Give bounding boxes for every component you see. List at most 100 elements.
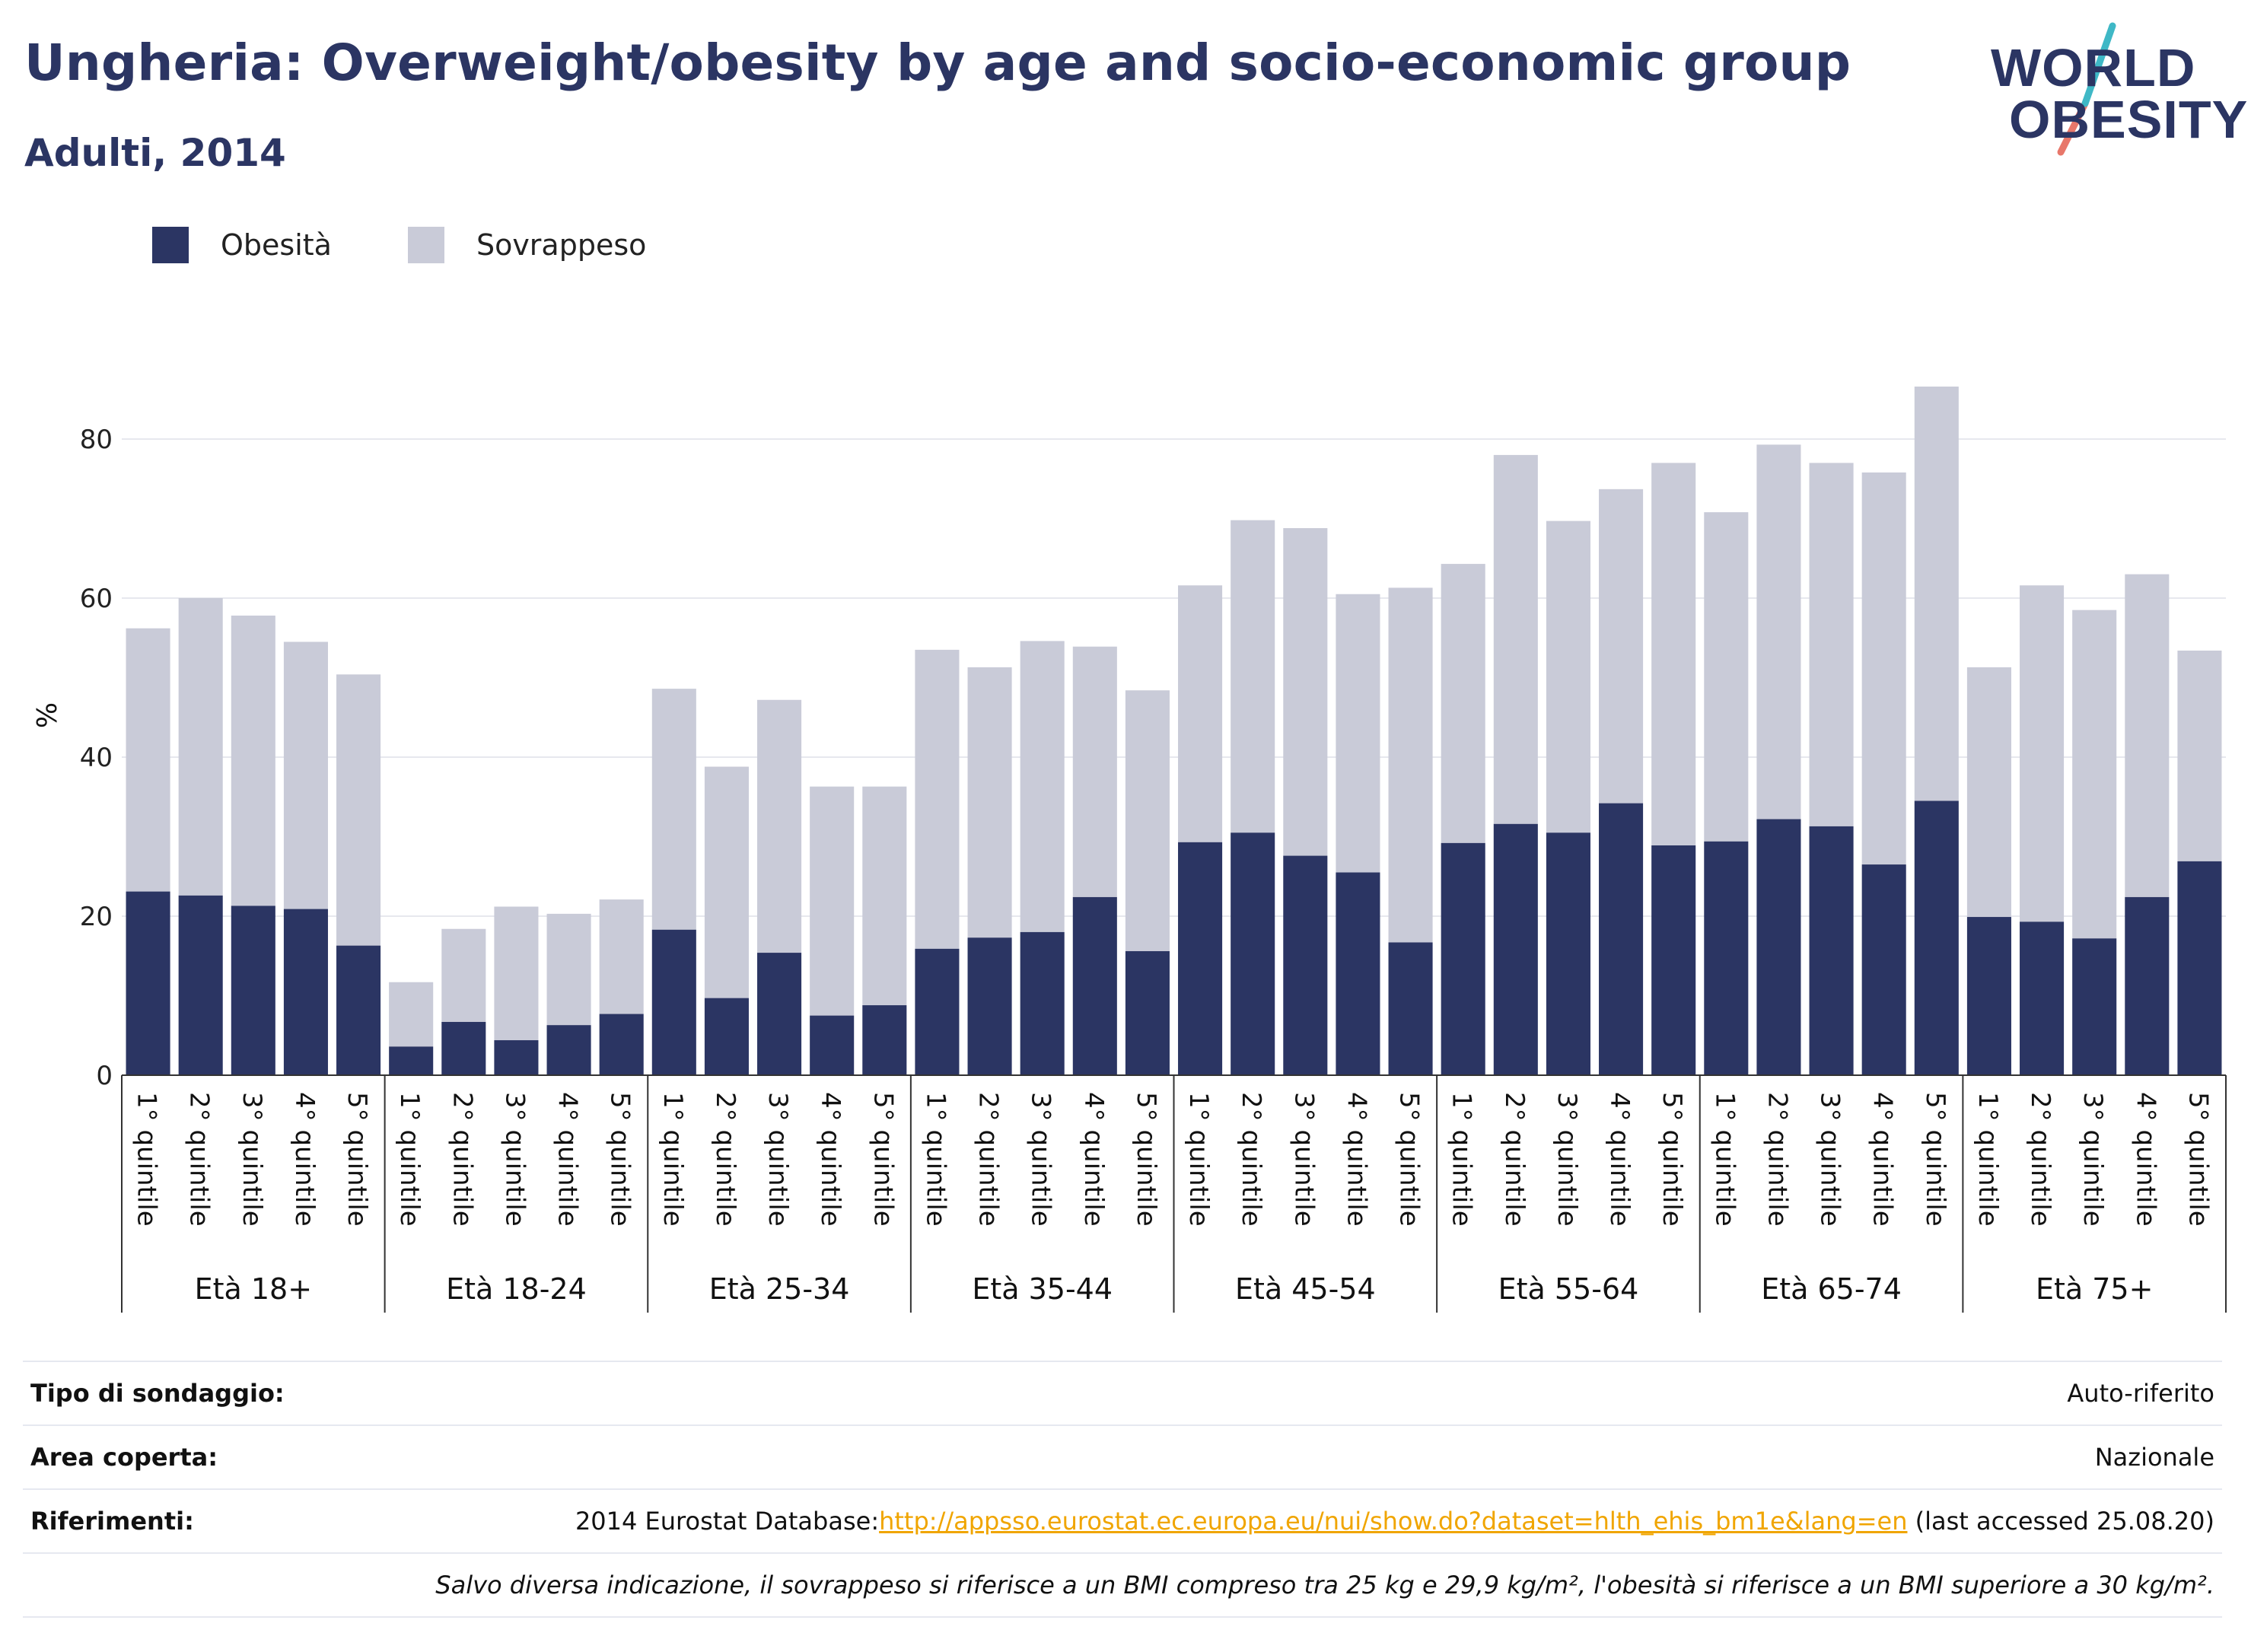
bar-overweight-g8-q4 bbox=[2125, 574, 2170, 897]
bar-obesity-g8-q3 bbox=[2072, 938, 2117, 1075]
x-tick-label: 1° quintile bbox=[132, 1092, 162, 1227]
bar-obesity-g1-q1 bbox=[126, 891, 170, 1075]
x-tick-label: 5° quintile bbox=[605, 1092, 635, 1227]
bar-overweight-g8-q2 bbox=[2020, 585, 2065, 922]
bar-obesity-g5-q5 bbox=[1388, 942, 1433, 1075]
x-tick-label: 3° quintile bbox=[499, 1092, 530, 1227]
logo-slash-icon bbox=[2057, 22, 2116, 156]
bar-obesity-g7-q4 bbox=[1861, 864, 1906, 1075]
x-tick-label: 4° quintile bbox=[1867, 1092, 1898, 1227]
references-link[interactable]: http://appsso.eurostat.ec.europa.eu/nui/… bbox=[879, 1507, 1908, 1536]
bar-obesity-g2-q4 bbox=[546, 1025, 591, 1075]
x-tick-label: 2° quintile bbox=[1499, 1092, 1530, 1227]
bar-obesity-g4-q4 bbox=[1072, 896, 1117, 1075]
x-tick-label: 4° quintile bbox=[1341, 1092, 1371, 1227]
bar-obesity-g2-q5 bbox=[599, 1014, 644, 1075]
x-tick-label: 1° quintile bbox=[920, 1092, 950, 1227]
group-label-1: Età 18+ bbox=[195, 1272, 312, 1306]
x-tick-label: 1° quintile bbox=[394, 1092, 425, 1227]
bar-overweight-g3-q2 bbox=[704, 766, 749, 998]
group-label-2: Età 18-24 bbox=[446, 1272, 587, 1306]
bar-overweight-g7-q4 bbox=[1861, 472, 1906, 865]
x-tick-label: 5° quintile bbox=[868, 1092, 898, 1227]
bar-obesity-g3-q5 bbox=[862, 1005, 907, 1075]
bmi-definition-note: Salvo diversa indicazione, il sovrappeso… bbox=[435, 1571, 2214, 1599]
bar-obesity-g8-q2 bbox=[2020, 921, 2065, 1075]
y-axis-title: % bbox=[32, 702, 63, 728]
x-tick-label: 1° quintile bbox=[1183, 1092, 1214, 1227]
bar-obesity-g5-q1 bbox=[1178, 842, 1223, 1075]
x-tick-label: 1° quintile bbox=[1972, 1092, 2003, 1227]
references-prefix: 2014 Eurostat Database: bbox=[575, 1507, 880, 1536]
x-tick-label: 2° quintile bbox=[184, 1092, 215, 1227]
bar-obesity-g7-q5 bbox=[1914, 801, 1959, 1075]
info-table: Tipo di sondaggio: Auto-riferito Area co… bbox=[23, 1361, 2222, 1618]
bar-overweight-g1-q4 bbox=[283, 641, 328, 909]
bar-obesity-g7-q2 bbox=[1756, 819, 1801, 1075]
x-tick-label: 2° quintile bbox=[2025, 1092, 2055, 1227]
y-tick-label-80: 80 bbox=[80, 425, 113, 455]
bar-overweight-g4-q4 bbox=[1072, 646, 1117, 897]
bar-overweight-g5-q1 bbox=[1178, 585, 1223, 842]
bar-overweight-g6-q2 bbox=[1493, 454, 1538, 824]
survey-type-label: Tipo di sondaggio: bbox=[30, 1379, 285, 1408]
x-tick-label: 5° quintile bbox=[1131, 1092, 1161, 1227]
bar-overweight-g2-q5 bbox=[599, 899, 644, 1014]
bar-overweight-g8-q5 bbox=[2177, 650, 2222, 861]
bar-obesity-g8-q5 bbox=[2177, 861, 2222, 1075]
bar-overweight-g8-q3 bbox=[2072, 610, 2117, 939]
x-tick-label: 5° quintile bbox=[1394, 1092, 1425, 1227]
bar-overweight-g4-q5 bbox=[1125, 690, 1170, 951]
legend-swatch-overweight bbox=[407, 227, 444, 263]
x-tick-label: 1° quintile bbox=[657, 1092, 688, 1227]
bar-obesity-g6-q1 bbox=[1441, 842, 1485, 1075]
x-tick-label: 1° quintile bbox=[1709, 1092, 1740, 1227]
x-tick-label: 1° quintile bbox=[1447, 1092, 1477, 1227]
logo-text-obesity: OBESITY bbox=[2009, 90, 2249, 149]
group-label-4: Età 35-44 bbox=[972, 1272, 1113, 1306]
bar-overweight-g1-q3 bbox=[231, 615, 275, 906]
bar-overweight-g1-q5 bbox=[336, 674, 381, 946]
x-tick-label: 2° quintile bbox=[710, 1092, 740, 1227]
bar-overweight-g3-q5 bbox=[862, 786, 907, 1006]
chart-title: Ungheria: Overweight/obesity by age and … bbox=[24, 33, 1851, 92]
area-covered-value: Nazionale bbox=[2094, 1443, 2214, 1472]
x-tick-label: 2° quintile bbox=[1762, 1092, 1792, 1227]
x-tick-label: 3° quintile bbox=[763, 1092, 793, 1227]
bar-obesity-g5-q3 bbox=[1283, 855, 1328, 1075]
bar-overweight-g1-q1 bbox=[126, 628, 170, 892]
group-label-7: Età 65-74 bbox=[1761, 1272, 1902, 1306]
bar-overweight-g2-q3 bbox=[494, 906, 539, 1041]
bar-overweight-g2-q4 bbox=[546, 913, 591, 1026]
legend-label-overweight: Sovrappeso bbox=[476, 228, 647, 262]
bar-obesity-g6-q3 bbox=[1546, 832, 1590, 1075]
bar-obesity-g1-q5 bbox=[336, 945, 381, 1075]
x-tick-label: 4° quintile bbox=[289, 1092, 320, 1227]
x-tick-label: 5° quintile bbox=[2183, 1092, 2213, 1227]
bar-overweight-g6-q4 bbox=[1599, 489, 1644, 804]
survey-type-value: Auto-riferito bbox=[2067, 1379, 2214, 1408]
bar-overweight-g7-q2 bbox=[1756, 444, 1801, 820]
bar-overweight-g3-q3 bbox=[757, 699, 802, 953]
bar-overweight-g7-q3 bbox=[1809, 463, 1854, 826]
y-tick-label-40: 40 bbox=[80, 743, 113, 773]
x-tick-label: 5° quintile bbox=[1920, 1092, 1950, 1227]
legend-item-overweight: Sovrappeso bbox=[407, 227, 647, 263]
logo-text-world: WORLD bbox=[1991, 38, 2196, 97]
legend-label-obesity: Obesità bbox=[221, 228, 332, 262]
group-label-5: Età 45-54 bbox=[1235, 1272, 1376, 1306]
bar-obesity-g8-q4 bbox=[2125, 896, 2170, 1075]
x-tick-label: 2° quintile bbox=[973, 1092, 1004, 1227]
bar-obesity-g2-q3 bbox=[494, 1040, 539, 1075]
bar-obesity-g2-q2 bbox=[441, 1021, 486, 1075]
group-label-6: Età 55-64 bbox=[1498, 1272, 1639, 1306]
bar-obesity-g3-q2 bbox=[704, 998, 749, 1075]
info-row-survey: Tipo di sondaggio: Auto-riferito bbox=[23, 1361, 2222, 1424]
bar-overweight-g5-q2 bbox=[1231, 520, 1275, 833]
chart-subtitle: Adulti, 2014 bbox=[24, 131, 286, 175]
x-tick-label: 5° quintile bbox=[1657, 1092, 1687, 1227]
y-tick-label-60: 60 bbox=[80, 584, 113, 614]
bar-overweight-g5-q5 bbox=[1388, 587, 1433, 943]
x-tick-label: 3° quintile bbox=[2077, 1092, 2108, 1227]
references-value: 2014 Eurostat Database:http://appsso.eur… bbox=[575, 1507, 2214, 1536]
